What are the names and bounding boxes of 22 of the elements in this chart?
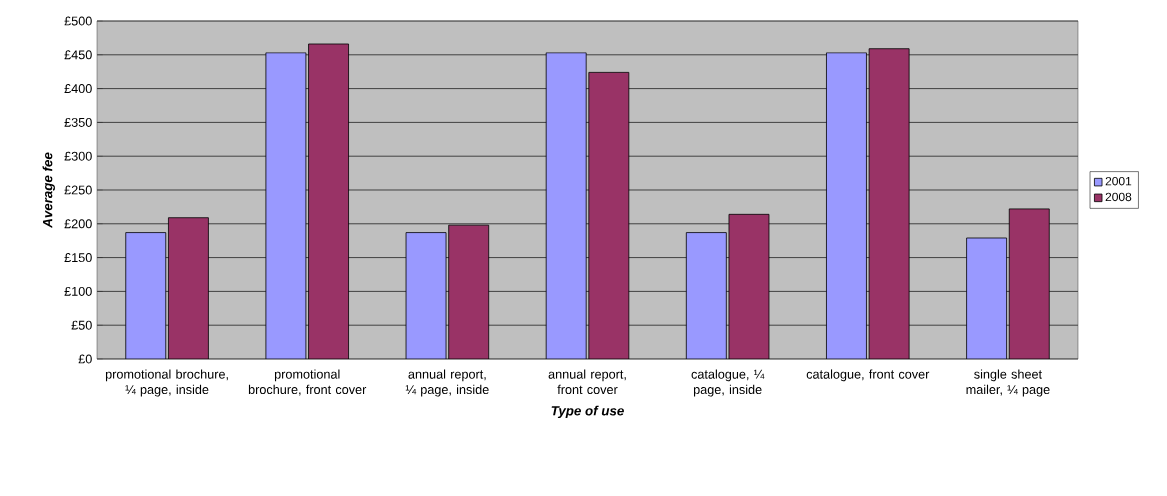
x-tick-label: catalogue, ¼ page, inside <box>691 369 765 397</box>
y-tick-label: £200 <box>64 219 92 229</box>
y-tick-label: £450 <box>64 50 92 60</box>
legend-label: 2001 <box>1105 176 1132 186</box>
x-axis-title: Type of use <box>551 405 624 419</box>
x-tick-label: catalogue, front cover <box>806 369 930 382</box>
y-tick-label: £0 <box>78 354 92 364</box>
y-tick-label: £300 <box>64 151 92 161</box>
y-tick-label: £150 <box>64 253 92 263</box>
x-tick-label: single sheet mailer, ¼ page <box>966 369 1050 397</box>
y-tick-label: £100 <box>64 286 92 296</box>
y-tick-label: £400 <box>64 84 92 94</box>
x-tick-label: promotional brochure, ¼ page, inside <box>105 369 228 397</box>
y-axis-title: Average fee <box>42 152 55 229</box>
legend-label: 2008 <box>1105 192 1132 202</box>
y-tick-label: £350 <box>64 117 92 127</box>
y-tick-label: £50 <box>71 320 92 330</box>
x-tick-label: promotional brochure, front cover <box>248 369 367 396</box>
x-tick-label: annual report, front cover <box>548 369 626 395</box>
y-tick-label: £250 <box>64 185 92 195</box>
y-tick-label: £500 <box>64 16 92 26</box>
x-tick-label: annual report, ¼ page, inside <box>405 369 489 397</box>
